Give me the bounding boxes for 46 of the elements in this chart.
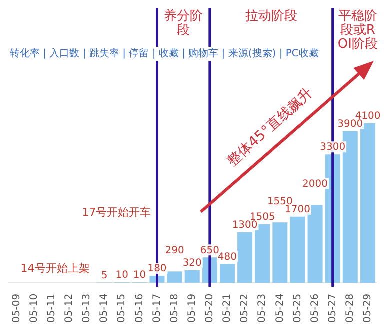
data-label: 10 [133, 270, 146, 282]
x-tick-label: 05-14 [99, 294, 110, 324]
bar [220, 264, 235, 283]
data-label: 1700 [284, 204, 310, 216]
x-tick-label: 05-22 [240, 294, 251, 324]
x-tick-label: 05-27 [327, 294, 338, 324]
data-label: 480 [218, 252, 238, 263]
x-tick-label: 05-28 [344, 294, 356, 324]
text: 转化率 | 入口数 | 跳失率 | 停留 | 收藏 | 购物车 | 来源(搜索) | PC收藏 [10, 48, 319, 60]
x-tick-label: 05-25 [292, 294, 304, 324]
data-label: 320 [182, 258, 202, 270]
data-label: 5 [101, 270, 108, 282]
x-tick-label: 05-29 [362, 294, 374, 324]
data-label: 290 [165, 245, 184, 256]
bar [184, 270, 200, 283]
x-tick-label: 05-10 [28, 294, 40, 324]
annotation: 17号开始开车 [82, 206, 152, 219]
annotation: 整体45°直线飙升 [224, 85, 316, 170]
annotation: 14号开始上架 [20, 262, 90, 275]
x-tick-label: 05-26 [310, 294, 321, 324]
x-tick-label: 05-18 [169, 294, 180, 324]
bar [272, 222, 288, 283]
bar [167, 272, 182, 283]
x-tick-label: 05-12 [64, 294, 76, 324]
x-tick-label: 05-13 [82, 294, 93, 324]
x-tick-label: 05-24 [274, 294, 286, 324]
x-tick-label: 05-21 [222, 294, 234, 324]
x-tick-label: 05-20 [204, 294, 216, 324]
bar [255, 224, 270, 283]
x-tick-label: 05-19 [186, 294, 198, 324]
data-label: 3300 [320, 142, 346, 154]
x-tick-label: 05-17 [152, 294, 163, 324]
x-tick-label: 05-16 [134, 294, 146, 324]
bar [238, 232, 253, 283]
bar [290, 216, 306, 283]
ref-line-label: 养分阶段 [164, 8, 204, 38]
data-label: 650 [200, 245, 220, 256]
data-label: 10 [116, 270, 128, 282]
ref-line-label: 拉动阶段 [245, 8, 298, 24]
data-label: 180 [148, 264, 167, 275]
x-tick-label: 05-23 [257, 294, 268, 324]
data-label: 2000 [302, 178, 328, 190]
x-tick-label: 05-09 [11, 294, 22, 324]
ref-line-label: 平稳阶段或ROI阶段 [338, 8, 378, 52]
x-tick-label: 05-15 [116, 294, 128, 324]
x-tick-label: 05-11 [46, 294, 58, 324]
